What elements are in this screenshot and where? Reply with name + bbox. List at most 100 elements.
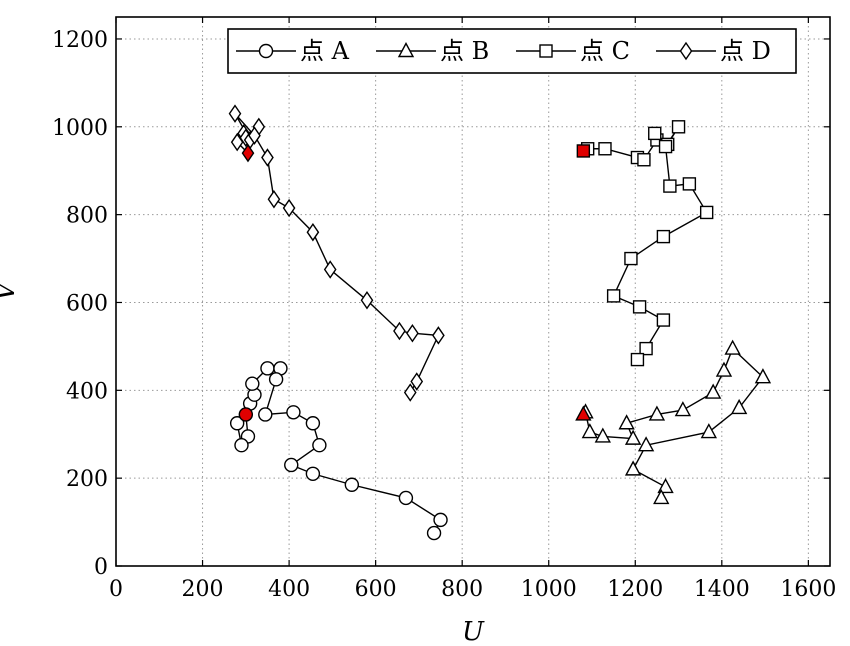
- data-point: [699, 205, 714, 220]
- start-point: [241, 143, 255, 163]
- y-axis-title: V: [0, 280, 21, 301]
- y-tick-label: 1200: [52, 28, 108, 53]
- data-point: [704, 383, 722, 399]
- data-point: [260, 361, 275, 376]
- y-tick-label: 800: [66, 204, 108, 229]
- data-point: [730, 398, 748, 415]
- data-point: [305, 466, 321, 481]
- x-tick-label: 1000: [521, 577, 577, 602]
- data-point: [432, 326, 445, 345]
- start-point: [238, 407, 254, 422]
- x-tick-label: 1200: [607, 577, 663, 602]
- y-tick-label: 0: [94, 555, 108, 580]
- data-point: [648, 405, 666, 421]
- data-point: [234, 438, 249, 453]
- data-point: [648, 126, 662, 141]
- x-tick-label: 1600: [780, 577, 836, 602]
- x-tick-label: 800: [441, 577, 483, 602]
- data-point: [715, 361, 733, 377]
- data-point: [663, 179, 677, 193]
- x-tick-label: 1400: [694, 577, 750, 602]
- x-axis-title: U: [462, 617, 485, 646]
- plot-frame: [115, 16, 831, 567]
- data-point: [267, 190, 281, 209]
- data-point: [398, 490, 414, 506]
- data-point: [229, 416, 245, 431]
- data-point: [632, 300, 647, 314]
- data-point: [624, 251, 638, 266]
- data-point: [658, 139, 673, 154]
- y-tick-label: 600: [66, 291, 108, 316]
- data-point: [624, 460, 642, 476]
- series-line: [582, 347, 764, 499]
- series-group: [228, 104, 772, 541]
- data-point: [306, 222, 320, 242]
- series-2: [576, 120, 714, 367]
- data-point: [700, 423, 718, 439]
- data-point: [282, 198, 296, 218]
- data-point: [323, 260, 337, 279]
- data-point: [682, 177, 697, 191]
- data-point: [261, 148, 274, 167]
- x-tick-label: 0: [109, 577, 123, 602]
- data-point: [624, 429, 642, 445]
- legend-marker: [397, 42, 415, 58]
- y-tick-label: 1000: [52, 116, 108, 141]
- data-point: [286, 405, 301, 420]
- data-point: [245, 376, 260, 391]
- data-point: [312, 438, 327, 453]
- data-point: [393, 321, 406, 341]
- data-point: [305, 416, 321, 431]
- legend-marker: [258, 43, 274, 59]
- data-point: [657, 477, 674, 494]
- data-point: [284, 457, 299, 473]
- data-point: [268, 372, 284, 387]
- data-point: [674, 401, 692, 417]
- grid: [116, 17, 830, 566]
- data-point: [360, 291, 374, 310]
- series-1: [575, 339, 772, 505]
- data-point: [228, 104, 242, 123]
- legend-marker: [539, 44, 553, 58]
- data-point: [606, 289, 621, 303]
- series-0: [229, 361, 448, 541]
- data-point: [656, 313, 671, 327]
- start-point: [575, 405, 592, 421]
- data-point: [653, 488, 670, 505]
- legend-label: 点 D: [720, 37, 771, 65]
- data-point: [754, 368, 772, 384]
- data-point: [403, 383, 417, 402]
- data-point: [637, 153, 651, 167]
- x-tick-label: 200: [182, 577, 224, 602]
- axis-ticks: 0 200 400 600 800 1000 1200 1400 1600 0 200 400 600 8…: [52, 17, 836, 602]
- data-point: [637, 436, 655, 452]
- legend-marker: [679, 41, 693, 61]
- data-point: [630, 352, 645, 367]
- data-point: [433, 512, 448, 528]
- x-tick-label: 600: [355, 577, 397, 602]
- data-point: [671, 120, 686, 134]
- data-point: [656, 229, 671, 244]
- series-3: [228, 104, 445, 402]
- y-tick-label: 400: [66, 379, 108, 404]
- y-tick-label: 200: [66, 467, 108, 492]
- data-point: [258, 407, 273, 422]
- data-point: [410, 372, 424, 391]
- legend-label: 点 B: [440, 37, 489, 65]
- data-point: [618, 414, 635, 430]
- data-point: [426, 525, 442, 541]
- data-point: [344, 477, 360, 492]
- data-point: [594, 427, 611, 443]
- data-point: [724, 339, 741, 355]
- data-point: [639, 341, 653, 356]
- data-point: [406, 323, 419, 343]
- x-tick-label: 400: [268, 577, 310, 602]
- legend-label: 点 A: [300, 37, 350, 65]
- data-point: [598, 142, 612, 156]
- start-point: [576, 144, 591, 158]
- data-point: [248, 126, 261, 145]
- legend-label: 点 C: [580, 37, 630, 65]
- data-point: [581, 423, 599, 439]
